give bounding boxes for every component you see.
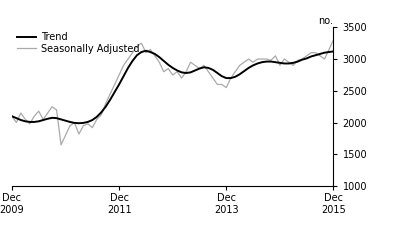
Legend: Trend, Seasonally Adjusted: Trend, Seasonally Adjusted	[17, 32, 140, 54]
Text: no.: no.	[318, 16, 333, 26]
